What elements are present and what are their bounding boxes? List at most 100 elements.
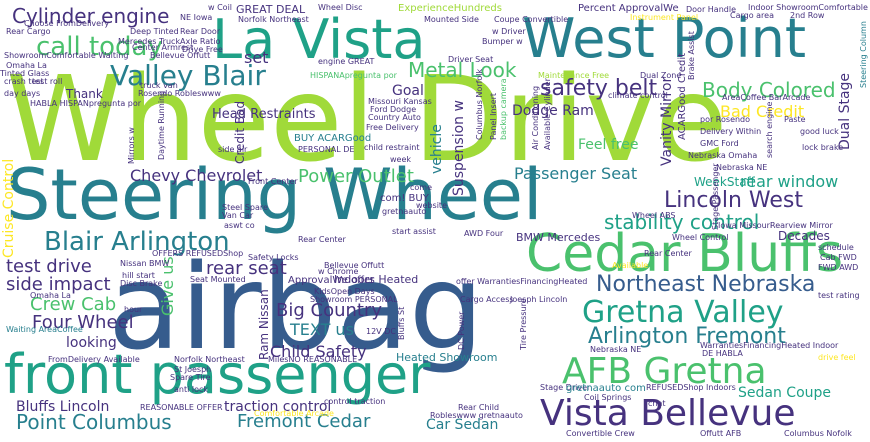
word-gretnaauto-com: gretnaauto com [566,383,646,394]
word-experiencehundreds: ExperienceHundreds [398,3,502,14]
word-drive-feel: drive feel [818,353,856,362]
word-buy-acargood: BUY ACARGood [294,133,372,144]
word-suspension-w: Suspension w [451,100,467,196]
word-bluffs-st: Bluffs St [397,306,406,340]
word-steering-column: Steering Column [859,21,868,88]
word-body-colored: Body Colored [702,78,836,102]
word-rear-child: Rear Child [458,403,500,412]
word-good-luck: good luck [800,127,839,136]
word-set: set [244,48,269,67]
word-lock-brake: lock brake [802,143,844,152]
word-rear-cargo: Rear Cargo [6,27,51,36]
word-cylinder-engine: Cylinder engine [12,4,170,28]
word-personal-de: PERSONAL DE [298,145,355,154]
word-bellevue-offutt: Bellevue Offutt [150,51,211,60]
word-head-restraints: Head Restraints [212,107,316,122]
word-mirrors-w: Mirrors w [127,127,136,164]
word-rear-center: Rear Center [298,235,346,244]
word-gretnaauto: gretnaauto [382,207,427,216]
word-spare-tire: Spare Tire [170,373,211,382]
word-fremont-cedar: Fremont Cedar [237,411,371,432]
word-instrument-panel: Instrument Panel [630,13,699,22]
word-cab-fwd: Cab FWD [820,253,857,262]
word-hispan-pregunta: HISPANApregunta por [310,71,397,80]
word-milesno-reasonable: MilesNO REASONABLE [268,355,358,364]
word-dodge-ram: Dodge Ram [512,103,594,119]
word-vehicle: vehicle [429,124,445,174]
word-credit-bad: Credit Bad [233,100,247,164]
word-wheel-control: Wheel Control [672,233,729,242]
word-big-country: Big Country [276,300,383,321]
word-car-sedan: Car Sedan [426,417,499,433]
word-van-car: Van Car [222,211,254,220]
word-crash-test: crash test [4,77,44,86]
word-test-rating: test rating [818,291,860,300]
word-coil-springs: Coil Springs [584,393,632,402]
word-percent-approvalwe: Percent ApprovalWe [578,3,679,14]
word-start-assist: start assist [392,227,436,236]
word-bumper-w: Bumper w [482,37,523,46]
word-point-columbus: Point Columbus [16,410,172,434]
word-available-cylinder: Available Cylinder [543,78,552,150]
word-paste: Paste [784,115,806,124]
word-control-traction: control traction [324,397,386,406]
word-norfolk-northeast-2: Norfolk Northeast [174,355,245,364]
word-steel-spare: Steel Spare [222,203,268,212]
word-rear-center-2: Rear Center [644,249,692,258]
word-arlington-fremont: Arlington Fremont [588,324,786,349]
word-available: Available [612,261,649,270]
word-showroomcomfortable: Indoor ShowroomComfortable [748,3,868,12]
word-chat: chat [648,399,666,408]
word-columbus-nofolk: Columbus Nofolk [784,429,852,438]
word-2nd-row: 2nd Row [790,11,825,20]
word-hour: hour [124,305,143,314]
word-driver-seat: Driver Seat [448,55,494,64]
word-safety-belt: safety belt [540,76,658,101]
word-w-chrome: w Chrome [318,267,359,276]
word-columbus-norfolk: Columbus Norfolk [475,68,484,140]
word-engine-great: engine GREAT [318,57,375,66]
word-kidsopen-days: KidsOpen Days [314,287,375,296]
word-st-joesph: St Joesph [174,365,212,374]
word-website: website [416,201,447,210]
word-tinted-glass: Tinted Glass [0,69,50,78]
word-approvalwe-offer: ApprovalWe offer [288,275,375,286]
word-areacoffee: AreaCoffee BarArcade [722,93,811,102]
word-dc-power: DC Power [457,311,466,350]
word-rosendo-robleswww: Rosendo Robleswww [138,89,221,98]
word-mercedes-truck: Mercedes Truck [118,37,181,46]
word-rear-window: rear window [740,172,839,191]
word-metal-look: Metal Look [408,58,517,82]
word-bellevue-offutt-2: Bellevue Offutt [324,261,385,270]
word-passenger-seat: Passenger Seat [514,164,638,183]
word-hill-start: hill start [122,271,155,280]
word-refusedshop: REFUSEDShop Indoors [646,383,736,392]
word-front-center: Front Center [248,177,298,186]
word-offutt-afb: Offutt AFB [700,429,742,438]
word-awd-four: AWD Four [464,229,504,238]
word-waiting-areacoffee: Waiting AreaCoffee [6,325,83,334]
word-showroom-personal: Showroom PERSONAL [310,295,398,304]
word-maintenance-free: Maintenance Free [538,71,610,80]
word-air-conditioning: Air Conditioning [531,85,540,150]
word-convertible-crew: Convertible Crew [566,429,635,438]
word-backup-camera: backup camera [499,78,508,140]
word-indoors-heated: Indoors Heated [334,273,419,286]
word-steering-wheel: Steering Wheel [6,154,543,236]
word-delivery-within: Delivery Within [700,127,762,136]
word-missouri-kansas: Missouri Kansas [368,97,432,106]
word-schedule: schedule [818,243,854,252]
word-seat-mounted: Seat Mounted [190,275,246,284]
word-comfortable-arcade: Comfortable Arcade [254,409,334,418]
word-fwd-awd: FWD AWD [818,263,859,272]
word-child-restraint: child restraint [364,143,420,152]
word-anti-lock: anti lock [174,385,209,394]
word-dual-zone: Dual Zone [640,71,682,80]
word-gretna-valley: Gretna Valley [582,295,784,330]
word-ram-nissan: Ram Nissan [257,289,271,360]
word-w-driver: w Driver [492,27,526,36]
word-cruise-control: Cruise Control [1,158,17,258]
word-climate-control: climate control [608,91,668,100]
word-looking: looking [66,335,117,351]
